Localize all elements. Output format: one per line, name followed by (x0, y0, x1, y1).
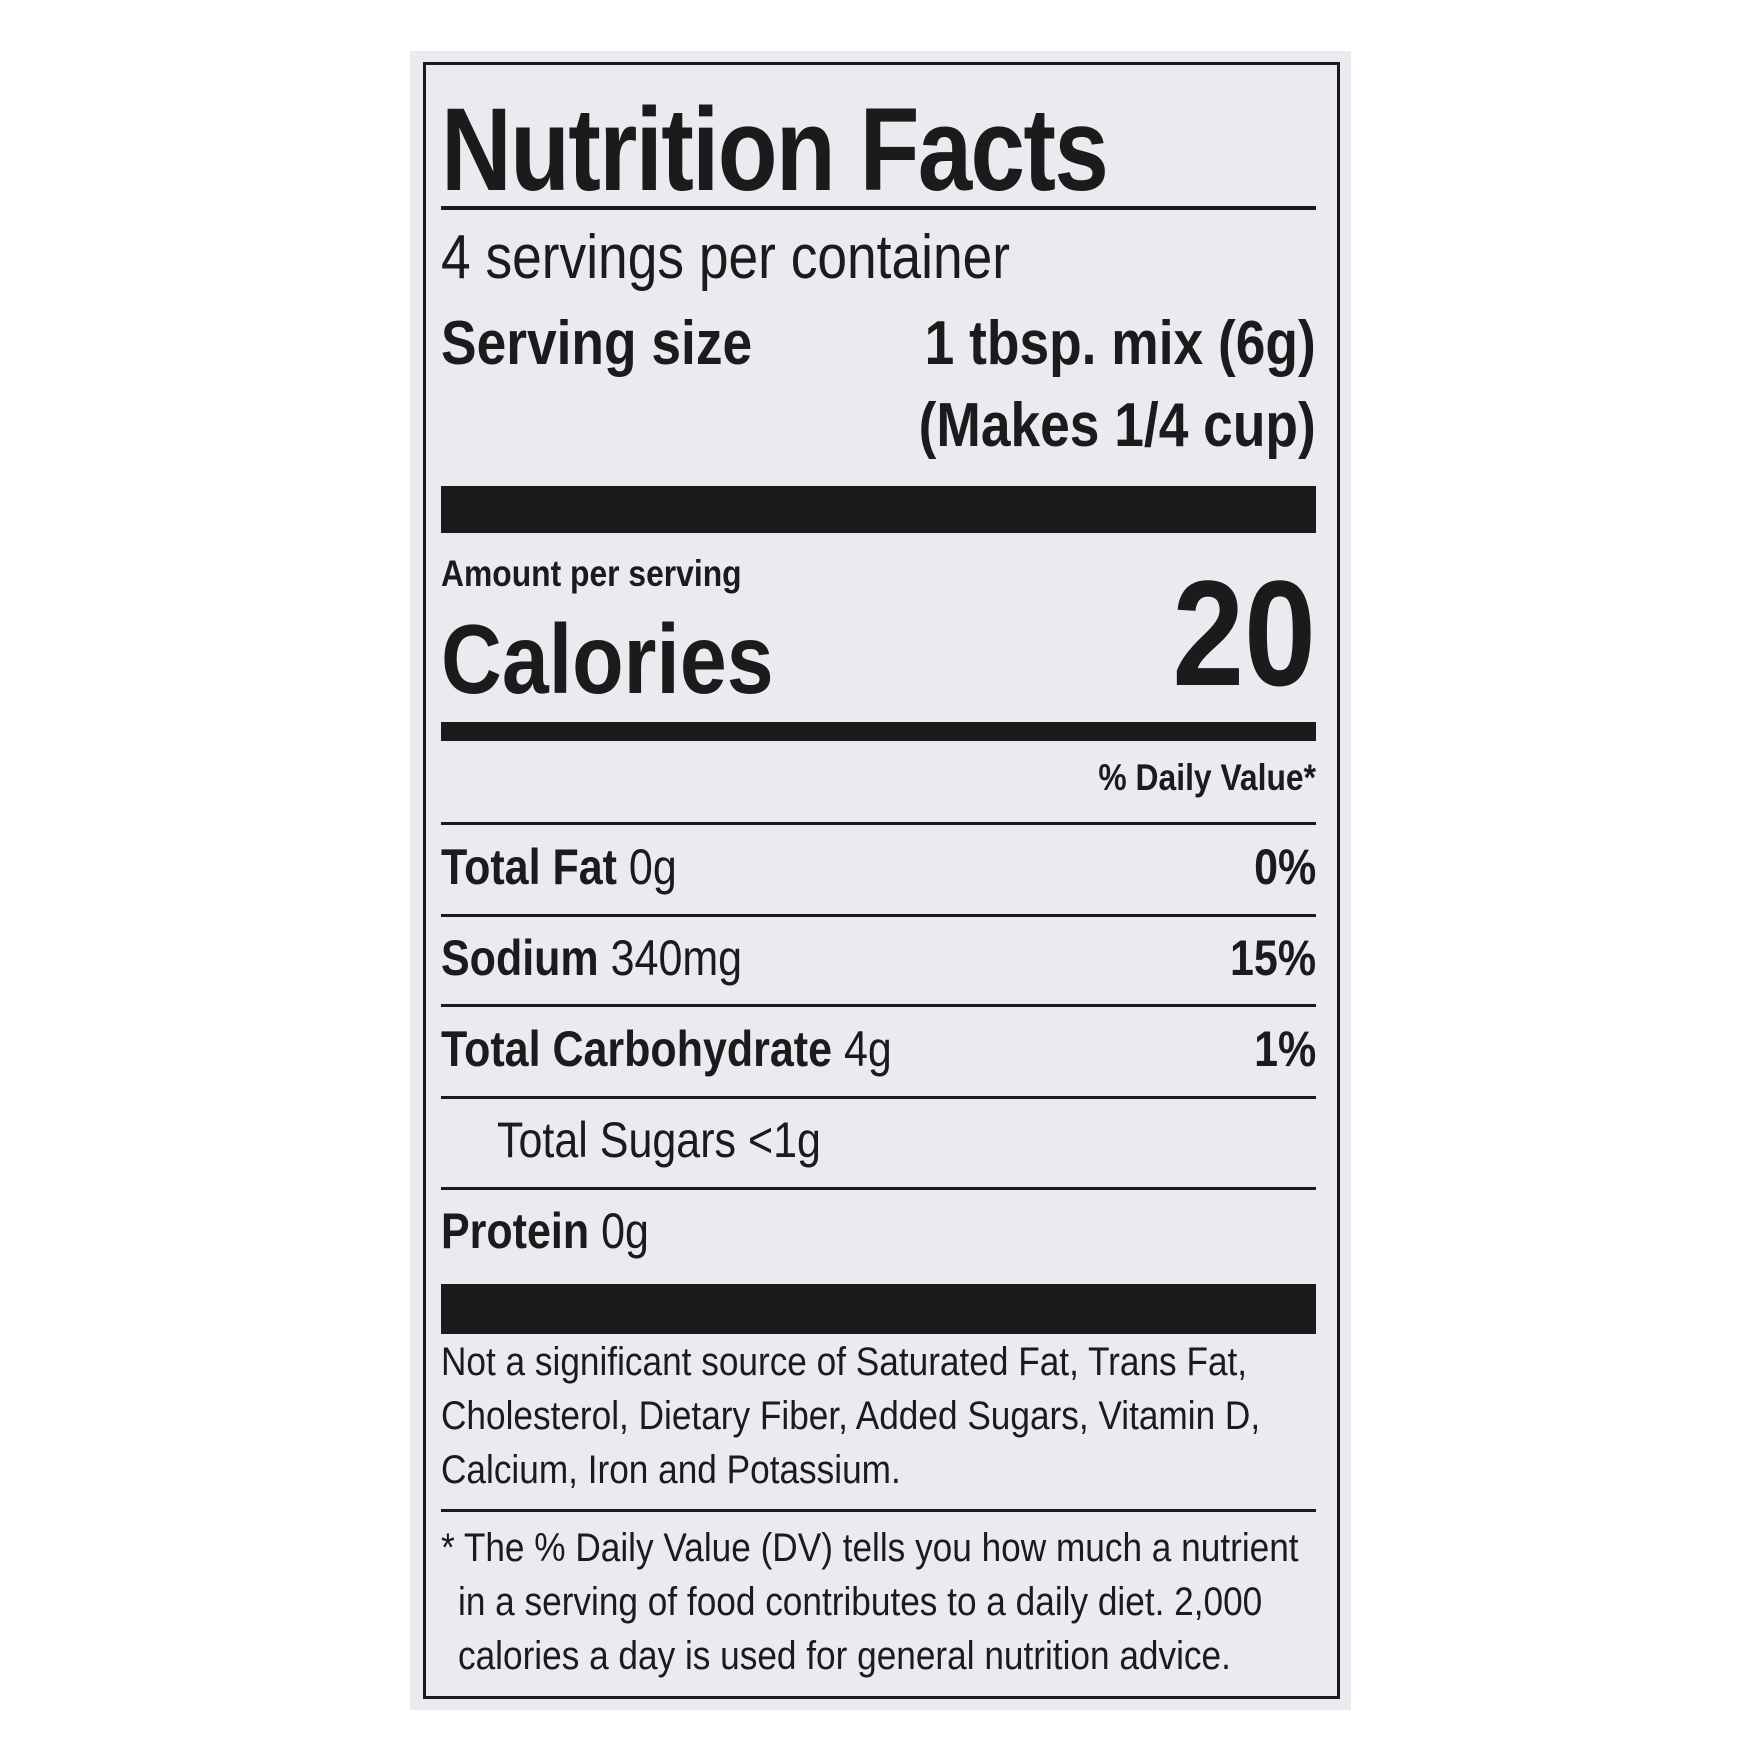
thick-bar-3 (441, 1284, 1316, 1334)
nutrient-amount: 0g (628, 839, 677, 895)
label-panel (410, 51, 1351, 1710)
footnote-line: calories a day is used for general nutri… (458, 1634, 1231, 1678)
nutrient-amount: 340mg (610, 930, 743, 986)
nutrient-row-sub: Total Sugars <1g (497, 1111, 1316, 1169)
rule (441, 1096, 1316, 1099)
nutrient-dv: 15% (1229, 930, 1316, 986)
daily-value-header: % Daily Value* (1098, 757, 1316, 798)
nutrient-name: Sodium (441, 930, 599, 986)
nutrient-row: Total Carbohydrate 4g 1% (441, 1020, 1316, 1078)
rule (441, 822, 1316, 825)
nutrient-name: Total Fat (441, 839, 617, 895)
serving-size-value: 1 tbsp. mix (6g) (924, 309, 1316, 378)
label-border (423, 62, 1340, 1699)
footnote-line: in a serving of food contributes to a da… (458, 1580, 1263, 1624)
not-significant-line: Calcium, Iron and Potassium. (441, 1448, 901, 1492)
servings-per-container: 4 servings per container (441, 223, 1011, 292)
rule (441, 1509, 1316, 1512)
calories-row: Calories 20 (441, 558, 1316, 714)
nutrient-amount: 4g (843, 1021, 892, 1077)
not-significant-line: Not a significant source of Saturated Fa… (441, 1340, 1248, 1384)
nutrient-row: Sodium 340mg 15% (441, 929, 1316, 987)
nutrient-amount: <1g (747, 1112, 821, 1168)
amount-row: Amount per serving (441, 553, 1316, 595)
calories-value: 20 (1172, 549, 1316, 717)
nutrient-dv: 1% (1253, 1021, 1316, 1077)
dv-header-row: % Daily Value* (441, 757, 1316, 799)
nutrient-name: Total Sugars (497, 1112, 737, 1168)
thick-bar-1 (441, 486, 1316, 533)
title-rule (441, 206, 1316, 210)
servings-row: 4 servings per container (441, 222, 1316, 293)
title-row: Nutrition Facts (441, 82, 1316, 218)
nutrient-name: Total Carbohydrate (441, 1021, 833, 1077)
nutrient-dv: 0% (1253, 839, 1316, 895)
not-significant-line: Cholesterol, Dietary Fiber, Added Sugars… (441, 1394, 1261, 1438)
rule (441, 914, 1316, 917)
amount-per-serving: Amount per serving (441, 553, 742, 594)
nutrient-row: Total Fat 0g 0% (441, 838, 1316, 896)
serving-size-row: Serving size 1 tbsp. mix (6g) (441, 308, 1316, 379)
rule (441, 1187, 1316, 1190)
footnote-line: * The % Daily Value (DV) tells you how m… (441, 1526, 1299, 1570)
nutrient-row: Protein 0g (441, 1202, 1316, 1260)
calories-label: Calories (441, 604, 774, 714)
serving-size-note: (Makes 1/4 cup) (918, 391, 1316, 460)
rule (441, 1004, 1316, 1007)
serving-note-row: (Makes 1/4 cup) (441, 390, 1316, 461)
thick-bar-2 (441, 722, 1316, 741)
nutrient-amount: 0g (601, 1203, 649, 1259)
serving-size-label: Serving size (441, 309, 753, 378)
label-title: Nutrition Facts (441, 84, 1109, 216)
nutrient-name: Protein (441, 1203, 590, 1259)
